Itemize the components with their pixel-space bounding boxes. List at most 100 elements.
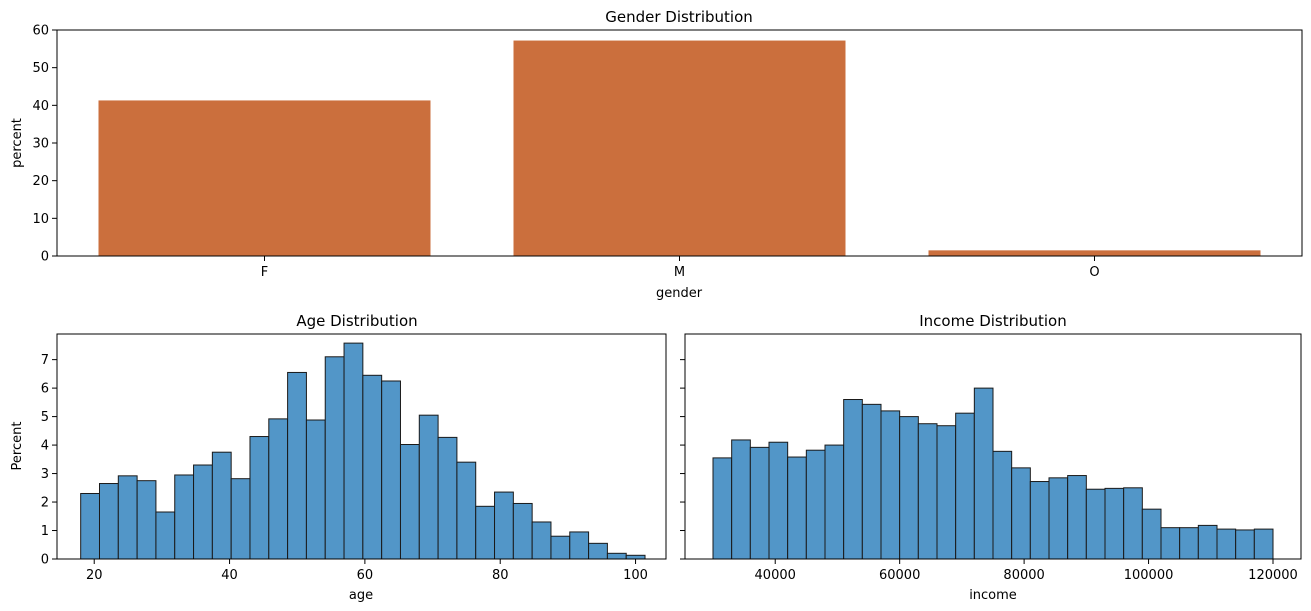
income-hist-bar — [861, 403, 882, 560]
income-x-tick-label: 80000 — [1003, 568, 1044, 583]
gender-y-tick-label: 60 — [32, 24, 49, 39]
age-hist-bar — [494, 491, 514, 560]
age-chart: Age Distribution 0 1 2 3 4 5 6 7 20 40 60 80 100 ag… — [10, 312, 667, 603]
age-plot-frame — [56, 333, 667, 560]
income-hist-bar — [1085, 488, 1106, 560]
gender-y-tick-label: 10 — [32, 212, 49, 227]
age-hist-bar — [193, 464, 213, 560]
gender-x-axis-title: gender — [656, 286, 703, 301]
age-y-tick-label: 6 — [41, 382, 49, 397]
gender-y-tick-label: 40 — [32, 99, 49, 114]
income-hist-bar — [712, 457, 733, 560]
income-hist-bar — [1104, 487, 1125, 560]
age-hist-bar — [531, 521, 552, 560]
income-x-ticks: 40000 60000 80000 100000 120000 — [755, 559, 1298, 583]
income-plot-frame — [684, 333, 1302, 560]
age-x-tick-label: 40 — [221, 568, 238, 583]
age-y-tick-label: 5 — [41, 410, 49, 425]
age-hist-bar — [569, 531, 590, 560]
income-hist-bar — [1216, 528, 1237, 560]
age-hist-bar — [456, 461, 477, 560]
income-x-tick-label: 100000 — [1124, 568, 1174, 583]
age-bars — [80, 342, 646, 560]
age-x-axis-title: age — [349, 588, 373, 603]
age-hist-bar — [588, 542, 608, 560]
age-y-tick-label: 3 — [41, 467, 49, 482]
income-hist-bar — [1011, 467, 1031, 560]
gender-x-tick-label: M — [674, 265, 685, 280]
income-chart-title: Income Distribution — [919, 312, 1066, 330]
age-hist-bar — [512, 502, 533, 560]
age-x-tick-label: 60 — [357, 568, 374, 583]
income-hist-bar — [1235, 529, 1255, 560]
gender-chart-title: Gender Distribution — [605, 8, 753, 26]
age-hist-bar — [249, 436, 270, 560]
gender-y-ticks: 0 10 20 30 40 50 60 — [32, 24, 57, 265]
age-x-tick-label: 20 — [86, 568, 103, 583]
income-hist-bar — [1179, 527, 1199, 560]
income-hist-bar — [843, 399, 863, 560]
age-hist-bar — [305, 419, 326, 560]
income-hist-bar — [1029, 481, 1050, 560]
gender-bar-F — [98, 100, 431, 256]
income-x-tick-label: 40000 — [755, 568, 796, 583]
age-hist-bar — [437, 436, 458, 560]
age-hist-bar — [230, 478, 251, 560]
gender-y-axis-title: percent — [10, 118, 25, 168]
age-hist-bar — [268, 418, 289, 560]
age-y-tick-label: 7 — [41, 353, 49, 368]
income-hist-bar — [749, 446, 770, 560]
income-hist-bar — [1197, 524, 1218, 560]
age-hist-bar — [475, 505, 496, 560]
age-hist-bar — [136, 480, 157, 560]
age-hist-bar — [324, 356, 345, 560]
age-x-ticks: 20 40 60 80 100 — [86, 559, 648, 583]
income-hist-bar — [917, 423, 938, 560]
income-hist-bar — [936, 425, 957, 560]
age-hist-bar — [80, 492, 100, 560]
income-hist-bar — [992, 450, 1013, 560]
age-hist-bar — [155, 511, 176, 560]
gender-y-tick-label: 50 — [32, 61, 49, 76]
income-hist-bar — [1141, 508, 1162, 560]
age-hist-bar — [117, 475, 138, 560]
income-hist-bar — [787, 456, 807, 560]
age-hist-bar — [98, 483, 119, 560]
income-hist-bar — [973, 387, 994, 560]
age-hist-bar — [625, 554, 646, 560]
income-hist-bar — [1160, 527, 1181, 560]
gender-x-tick-label: O — [1089, 265, 1099, 280]
income-hist-bar — [899, 416, 919, 560]
age-x-tick-label: 80 — [492, 568, 509, 583]
income-y-ticks — [680, 359, 685, 560]
age-hist-bar — [418, 414, 439, 560]
gender-bar-O — [928, 250, 1261, 256]
gender-y-tick-label: 0 — [41, 250, 49, 265]
age-y-tick-label: 1 — [41, 524, 49, 539]
age-y-axis-title: Percent — [10, 422, 25, 471]
age-y-tick-label: 2 — [41, 496, 49, 511]
income-bars — [712, 387, 1274, 560]
income-x-axis-title: income — [969, 588, 1017, 603]
income-chart: Income Distribution 40000 60000 80000 10000… — [680, 312, 1302, 603]
income-hist-bar — [805, 449, 826, 560]
income-hist-bar — [880, 410, 901, 560]
income-hist-bar — [955, 412, 975, 560]
age-hist-bar — [287, 371, 307, 560]
gender-y-tick-label: 30 — [32, 137, 49, 152]
income-x-tick-label: 120000 — [1248, 568, 1298, 583]
income-x-tick-label: 60000 — [879, 568, 920, 583]
age-y-tick-label: 4 — [41, 439, 49, 454]
age-hist-bar — [343, 342, 364, 560]
income-hist-bar — [1067, 475, 1087, 560]
income-hist-bar — [1123, 487, 1143, 560]
gender-y-tick-label: 20 — [32, 174, 49, 189]
age-hist-bar — [362, 374, 383, 560]
age-hist-bar — [550, 535, 571, 560]
income-hist-bar — [1048, 477, 1069, 560]
income-hist-bar — [768, 441, 789, 560]
age-y-ticks: 0 1 2 3 4 5 6 7 — [41, 353, 57, 568]
age-x-tick-label: 100 — [623, 568, 648, 583]
